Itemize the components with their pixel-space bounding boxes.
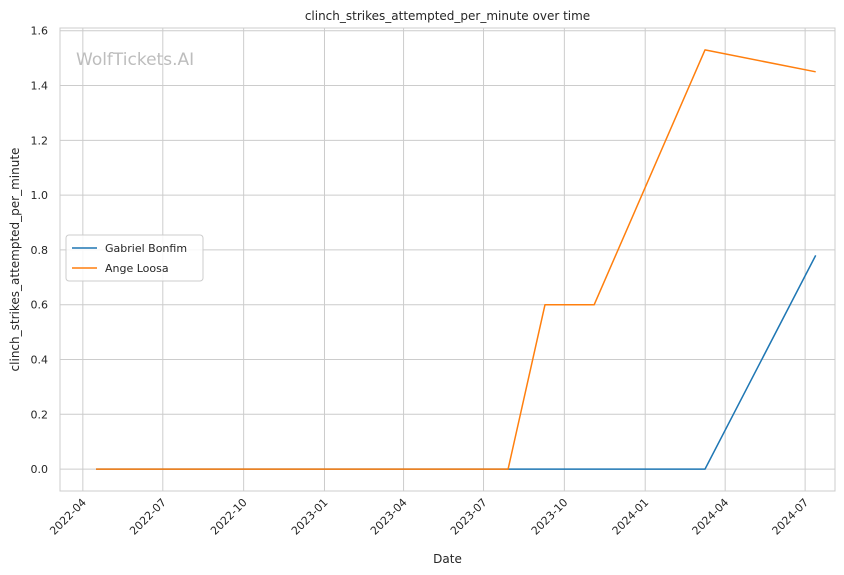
series-lines (96, 49, 817, 470)
x-tick-label: 2023-01 (289, 496, 331, 538)
legend: Gabriel Bonfim Ange Loosa (65, 234, 204, 282)
x-tick-label: 2022-10 (208, 496, 250, 538)
y-axis-label: clinch_strikes_attempted_per_minute (8, 148, 22, 372)
y-tick-label: 1.0 (31, 189, 49, 202)
x-tick-label: 2022-04 (47, 496, 89, 538)
plot-border (59, 27, 836, 492)
x-tick-label: 2024-07 (770, 496, 812, 538)
x-axis-label: Date (433, 552, 462, 566)
x-tick-label: 2023-04 (368, 496, 410, 538)
y-tick-label: 0.0 (31, 463, 49, 476)
y-tick-label: 0.4 (31, 353, 49, 366)
x-tick-label: 2023-10 (529, 496, 571, 538)
legend-label-gabriel-bonfim: Gabriel Bonfim (105, 242, 187, 255)
chart-title: clinch_strikes_attempted_per_minute over… (305, 9, 590, 23)
series-line-ange-loosa (96, 49, 816, 470)
x-tick-label: 2024-04 (690, 496, 732, 538)
x-tick-label: 2022-07 (127, 496, 169, 538)
legend-label-ange-loosa: Ange Loosa (105, 262, 169, 275)
watermark: WolfTickets.AI (76, 50, 194, 70)
y-tick-label: 0.8 (31, 244, 49, 257)
y-tick-label: 1.2 (31, 134, 49, 147)
y-tick-label: 1.6 (31, 25, 49, 38)
legend-box (65, 234, 204, 282)
y-tick-label: 0.2 (31, 408, 49, 421)
x-tick-label: 2023-07 (448, 496, 490, 538)
x-tick-label: 2024-01 (610, 496, 652, 538)
y-tick-labels: 0.0 0.2 0.4 0.6 0.8 1.0 1.2 1.4 1.6 (31, 25, 49, 476)
y-tick-label: 1.4 (31, 80, 49, 93)
x-tick-labels: 2022-04 2022-07 2022-10 2023-01 2023-04 2023-… (47, 496, 811, 538)
y-tick-label: 0.6 (31, 299, 49, 312)
